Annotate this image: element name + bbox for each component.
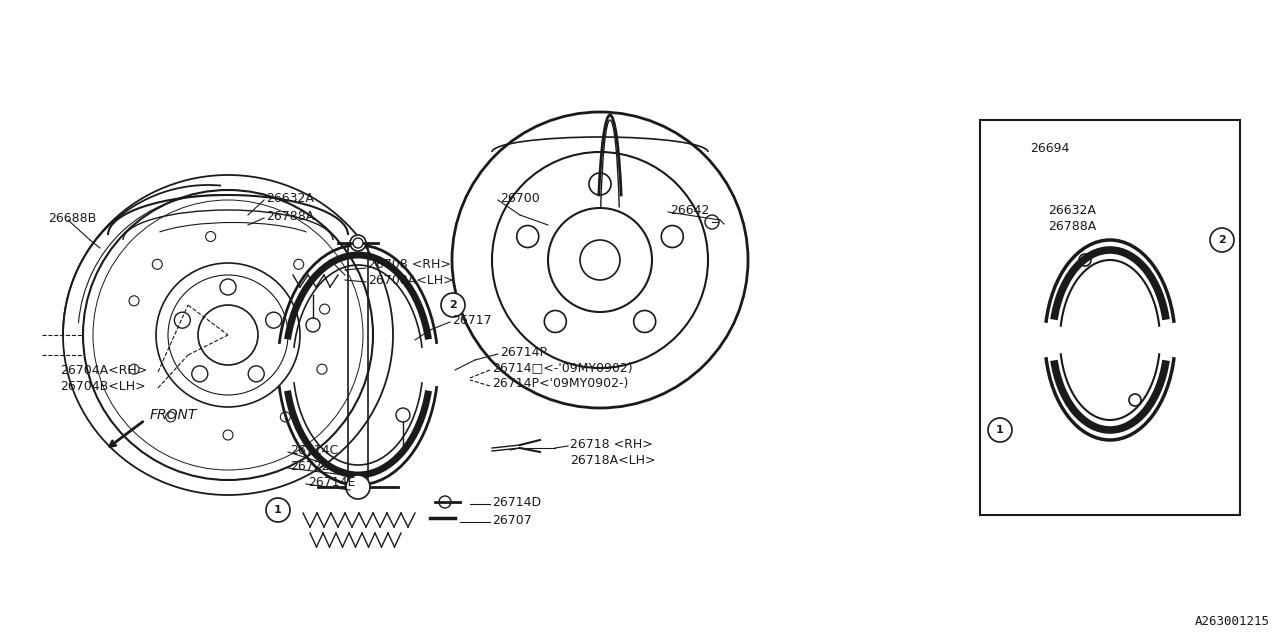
Text: 2: 2 xyxy=(449,300,457,310)
Text: 26704A<RH>: 26704A<RH> xyxy=(60,364,147,376)
Text: 26714C: 26714C xyxy=(291,444,338,456)
Text: A263001215: A263001215 xyxy=(1196,615,1270,628)
Text: 26714P: 26714P xyxy=(500,346,547,358)
Text: 2: 2 xyxy=(1219,235,1226,245)
Text: FRONT: FRONT xyxy=(150,408,197,422)
Text: 26718A<LH>: 26718A<LH> xyxy=(570,454,655,467)
Text: 26714E: 26714E xyxy=(308,476,356,488)
Circle shape xyxy=(353,238,364,248)
Text: 26788A: 26788A xyxy=(1048,220,1096,232)
Text: 26708 <RH>: 26708 <RH> xyxy=(369,259,451,271)
Circle shape xyxy=(266,498,291,522)
Text: 26704B<LH>: 26704B<LH> xyxy=(60,380,146,392)
Circle shape xyxy=(988,418,1012,442)
Text: 26718 <RH>: 26718 <RH> xyxy=(570,438,653,451)
FancyBboxPatch shape xyxy=(980,120,1240,515)
Text: 1: 1 xyxy=(274,505,282,515)
Text: 26708A<LH>: 26708A<LH> xyxy=(369,273,453,287)
Circle shape xyxy=(442,293,465,317)
Text: 26700: 26700 xyxy=(500,191,540,205)
Circle shape xyxy=(349,235,366,251)
Circle shape xyxy=(1210,228,1234,252)
Text: 26714□<-'09MY0902): 26714□<-'09MY0902) xyxy=(492,362,632,374)
Text: 26632A: 26632A xyxy=(1048,204,1096,216)
Text: 1: 1 xyxy=(996,425,1004,435)
Circle shape xyxy=(346,475,370,499)
Text: 26788A: 26788A xyxy=(266,209,315,223)
Text: 26688B: 26688B xyxy=(49,211,96,225)
Text: 26642: 26642 xyxy=(669,204,709,216)
Text: 26632A: 26632A xyxy=(266,191,314,205)
Text: 26714D: 26714D xyxy=(492,495,541,509)
Text: 26722: 26722 xyxy=(291,460,329,472)
Text: 26694: 26694 xyxy=(1030,141,1069,154)
Text: 26707: 26707 xyxy=(492,513,531,527)
Text: 26714P<'09MY0902-): 26714P<'09MY0902-) xyxy=(492,378,628,390)
Text: 26717: 26717 xyxy=(452,314,492,326)
